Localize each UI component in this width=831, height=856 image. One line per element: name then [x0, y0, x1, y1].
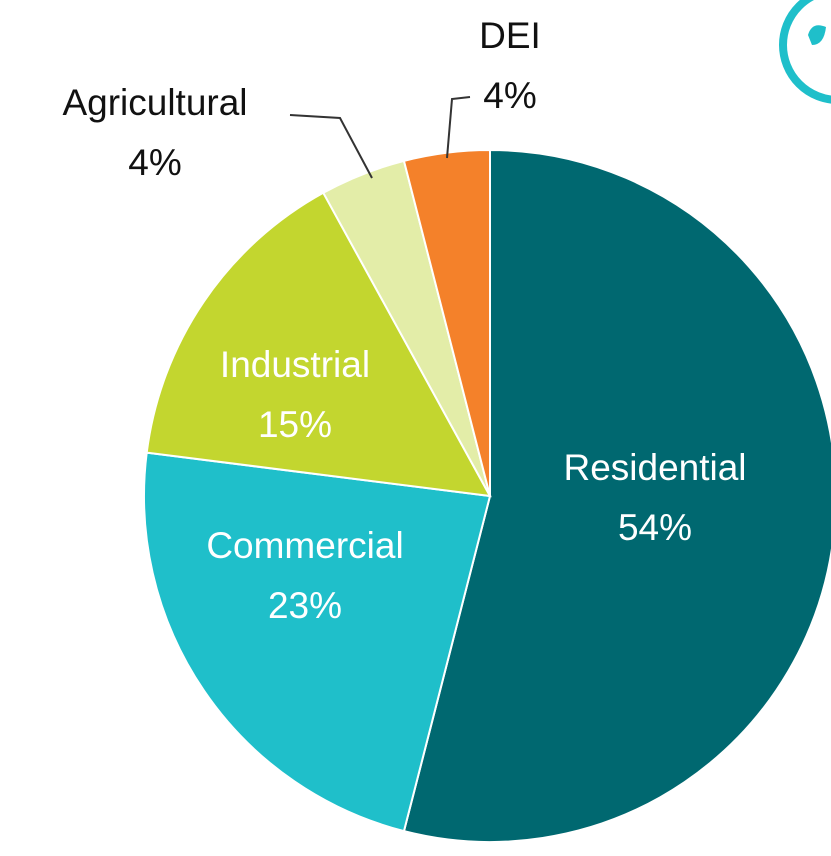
pie	[143, 148, 831, 843]
slice-label: DEI	[479, 15, 541, 56]
slice-value-label: 23%	[268, 585, 342, 626]
slice-value-label: 4%	[483, 75, 536, 116]
slice-value-label: 15%	[258, 404, 332, 445]
pie-slice	[143, 451, 492, 833]
pie-slice	[145, 191, 492, 498]
slice-label: Agricultural	[62, 82, 247, 123]
logo-icon	[779, 0, 831, 104]
slice-value-label: 54%	[618, 507, 692, 548]
slice-value-label: 4%	[128, 142, 181, 183]
slice-label: Industrial	[220, 344, 370, 385]
leader-line	[289, 114, 373, 179]
logo-icon-mark	[808, 25, 826, 45]
pie-slice	[402, 148, 831, 843]
slice-label: Residential	[563, 447, 746, 488]
leader-line	[446, 96, 471, 159]
slice-label: Commercial	[206, 525, 403, 566]
